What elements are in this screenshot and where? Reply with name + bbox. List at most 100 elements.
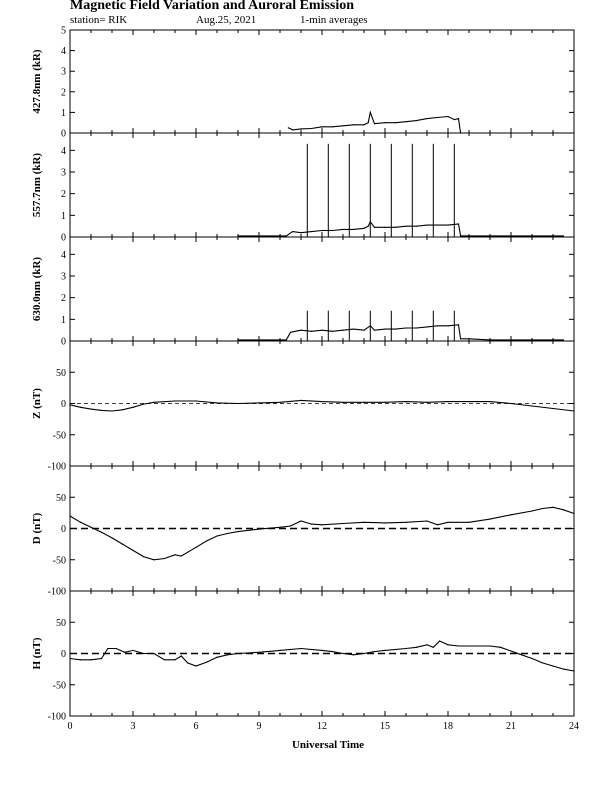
y-tick-label: -100 (48, 712, 66, 723)
data-point (279, 401, 281, 403)
y-tick-label: 3 (61, 168, 66, 179)
y-tick-label: 4 (61, 250, 66, 261)
data-point (552, 665, 554, 667)
data-point (468, 338, 470, 340)
data-point (489, 401, 491, 403)
data-point (195, 665, 197, 667)
data-point (321, 524, 323, 526)
y-axis-label: H (nT) (31, 637, 43, 669)
data-point (300, 647, 302, 650)
data-point (447, 325, 449, 327)
data-point (405, 327, 407, 329)
data-point (352, 228, 355, 231)
data-point (279, 526, 281, 528)
y-tick-label: 0 (61, 649, 66, 660)
data-point (100, 657, 103, 660)
data-point (468, 235, 470, 237)
panel-5: -100 -50 0 50 D (nT) (31, 465, 575, 598)
data-point (531, 510, 533, 512)
data-point (453, 119, 455, 121)
series-line (69, 640, 575, 672)
data-point (384, 649, 386, 651)
data-point (363, 401, 365, 403)
data-point (373, 123, 376, 125)
y-tick-label: 2 (61, 87, 66, 98)
panel-frame (69, 132, 575, 238)
data-point (90, 526, 92, 528)
data-point (457, 223, 460, 225)
y-tick-label: 3 (61, 67, 66, 78)
data-point (531, 657, 533, 660)
data-point (541, 662, 544, 664)
data-point (405, 121, 407, 123)
data-point (163, 659, 166, 661)
data-point (363, 227, 365, 229)
data-point (153, 652, 155, 655)
data-point (426, 117, 428, 120)
data-point (489, 235, 491, 237)
data-point (292, 230, 294, 233)
data-point (289, 525, 292, 527)
data-point (384, 328, 386, 330)
data-point (100, 531, 103, 533)
data-point (541, 507, 544, 510)
data-point (468, 401, 470, 403)
data-point (205, 661, 208, 663)
y-axis-label: 427.8nm (kR) (31, 49, 43, 114)
data-point (394, 328, 397, 330)
panel-frame (69, 465, 575, 592)
x-tick-label: 12 (317, 721, 327, 732)
data-point (460, 338, 462, 340)
data-point (279, 649, 281, 651)
data-point (69, 657, 71, 660)
data-point (363, 652, 365, 655)
data-point (447, 521, 449, 523)
data-point (310, 523, 313, 525)
data-point (436, 325, 439, 327)
data-point (426, 644, 428, 646)
data-point (552, 407, 554, 410)
data-point (300, 232, 302, 234)
data-point (321, 126, 323, 128)
data-point (187, 551, 189, 553)
y-tick-label: 5 (61, 26, 66, 37)
y-tick-label: 0 (61, 233, 66, 244)
x-tick-label: 3 (131, 721, 136, 732)
data-point (373, 226, 376, 228)
data-point (531, 405, 533, 407)
data-point (310, 230, 313, 233)
data-point (292, 129, 294, 131)
data-point (373, 329, 376, 331)
data-point (90, 659, 92, 661)
data-point (489, 645, 491, 647)
y-tick-label: 50 (56, 493, 66, 504)
data-point (226, 532, 229, 535)
x-tick-label: 18 (443, 721, 453, 732)
data-point (510, 402, 512, 405)
data-point (300, 399, 302, 401)
data-point (300, 128, 302, 130)
data-point (342, 329, 344, 331)
data-point (457, 117, 460, 120)
data-point (216, 656, 218, 658)
data-point (331, 126, 334, 128)
data-point (331, 229, 334, 232)
data-point (562, 509, 565, 511)
data-point (321, 329, 323, 331)
y-tick-label: 2 (61, 293, 66, 304)
y-tick-label: 4 (61, 46, 66, 57)
y-tick-label: 4 (61, 146, 66, 157)
data-point (405, 401, 407, 403)
data-point (367, 122, 369, 124)
x-tick-label: 21 (506, 721, 516, 732)
y-tick-label: -100 (48, 462, 66, 473)
date-label: Aug.25, 2021 (196, 14, 256, 26)
data-point (373, 651, 376, 653)
x-tick-label: 9 (257, 721, 262, 732)
data-point (384, 401, 386, 403)
data-point (69, 515, 71, 517)
data-point (415, 646, 418, 648)
y-axis-label: D (nT) (31, 512, 43, 544)
data-point (195, 546, 197, 548)
averaging-label: 1-min averages (300, 14, 368, 26)
